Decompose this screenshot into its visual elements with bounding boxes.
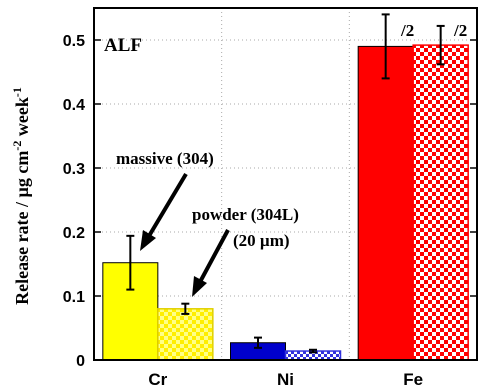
y-axis-label: Release rate / µg cm-2 week-1 [10, 87, 32, 305]
error-bar-ni-massive [254, 336, 262, 349]
y-tick-label-1: 0.1 [63, 289, 85, 306]
panel-label: ALF [104, 35, 142, 56]
error-bars [126, 13, 445, 354]
bars [102, 44, 469, 361]
y-ticks: 0 0.1 0.2 0.3 0.4 0.5 [63, 33, 477, 370]
arrow-massive [140, 172, 188, 251]
annotation-massive: massive (304) [116, 149, 214, 168]
error-bar-ni-powder [309, 348, 317, 354]
error-bar-fe-massive [381, 13, 390, 80]
fe-scale-label-powder: /2 [453, 21, 467, 40]
x-category-label-cr: Cr [148, 370, 167, 389]
y-tick-label-4: 0.4 [63, 97, 85, 114]
x-category-labels: Cr Ni Fe [148, 370, 423, 389]
bar-cr-powder [157, 308, 214, 361]
annotation-particle-size: (20 µm) [233, 231, 290, 250]
y-tick-label-3: 0.3 [63, 161, 85, 178]
error-bar-fe-powder [436, 24, 445, 66]
error-bar-cr-powder [181, 302, 190, 315]
x-category-label-ni: Ni [277, 370, 294, 389]
fe-scale-label-massive: /2 [400, 21, 414, 40]
grid-lines [94, 8, 477, 360]
bar-fe-massive [357, 45, 414, 361]
error-bar-cr-massive [126, 234, 135, 291]
arrow-powder [192, 229, 230, 297]
annotation-powder: powder (304L) [192, 205, 299, 224]
x-category-label-fe: Fe [403, 370, 423, 389]
y-tick-label-0: 0 [76, 353, 85, 370]
y-tick-label-2: 0.2 [63, 225, 85, 242]
plot-frame [93, 7, 478, 361]
y-tick-label-5: 0.5 [63, 33, 85, 50]
bar-fe-powder [412, 44, 469, 361]
